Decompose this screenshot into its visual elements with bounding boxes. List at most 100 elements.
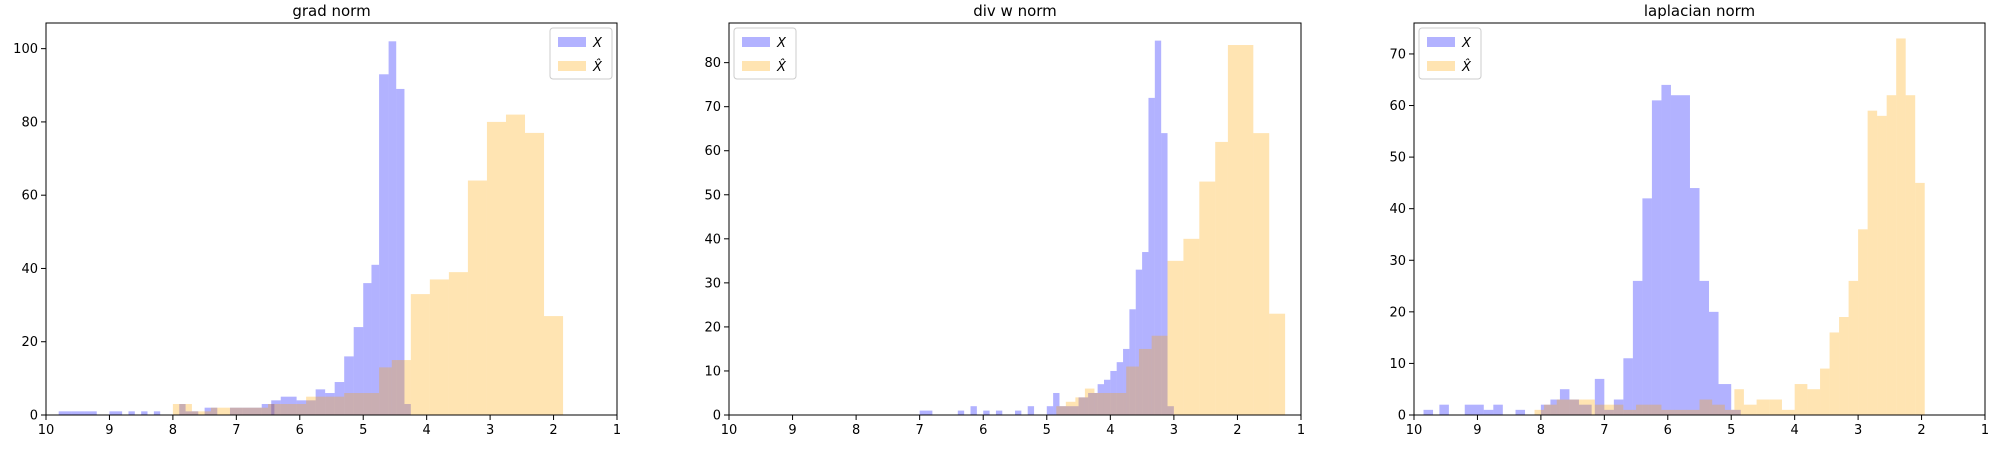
histogram-bar	[1661, 84, 1671, 415]
histogram-bar	[1896, 38, 1906, 415]
histogram-bar	[1148, 97, 1155, 415]
x-tick-label: 6	[1664, 423, 1672, 438]
histogram-bar	[1199, 181, 1216, 415]
histogram-bar	[1113, 392, 1127, 415]
histogram-bar	[1126, 366, 1139, 415]
histogram-bar	[1769, 399, 1782, 415]
histogram-bar	[1886, 95, 1897, 415]
histogram-bar	[1027, 406, 1035, 415]
histogram-bar	[268, 404, 288, 415]
histogram-bar	[1582, 399, 1595, 415]
y-tick-label: 20	[704, 320, 721, 335]
x-tick-label: 4	[1791, 423, 1799, 438]
x-tick-label: 4	[423, 423, 431, 438]
histogram-bar	[486, 121, 506, 415]
histogram-bar	[109, 411, 123, 415]
x-tick-label: 3	[486, 423, 494, 438]
histogram-bar	[544, 316, 564, 415]
histogram-bar	[1075, 397, 1085, 415]
histogram-bar	[1699, 280, 1710, 415]
legend-frame	[733, 27, 797, 80]
histogram-bar	[1607, 404, 1624, 415]
histogram-bar	[1116, 362, 1124, 415]
histogram-bar	[379, 367, 392, 415]
histogram-bar	[1423, 409, 1434, 415]
histogram-bar	[1781, 409, 1795, 415]
histogram-bar	[1661, 409, 1675, 415]
histogram-bar	[391, 360, 411, 415]
histogram-bar	[1915, 182, 1925, 415]
chart-title: grad norm	[292, 2, 370, 20]
histogram-bar	[242, 407, 262, 415]
histogram-bar	[1534, 409, 1545, 415]
histogram-bar	[1829, 332, 1840, 415]
histogram-bar	[344, 356, 354, 415]
histogram-bar	[261, 404, 275, 415]
histogram-bar	[296, 400, 316, 415]
histogram-bar	[1594, 404, 1608, 415]
histogram-bar	[271, 400, 281, 415]
histogram-bar	[344, 393, 364, 415]
y-tick-label: 10	[704, 364, 721, 379]
x-tick-label: 7	[916, 423, 924, 438]
x-tick-label: 2	[549, 423, 557, 438]
y-tick-label: 60	[21, 189, 38, 204]
histogram-bar	[325, 396, 345, 415]
histogram-bar	[1069, 406, 1079, 415]
histogram-bar	[1059, 406, 1070, 415]
histogram-bar	[353, 327, 364, 415]
y-tick-label: 50	[1389, 151, 1406, 166]
histogram-bar	[249, 407, 269, 415]
histogram-bar	[1056, 406, 1066, 415]
y-tick-label: 0	[713, 409, 721, 424]
histogram-bar	[1088, 392, 1098, 415]
histogram-bar	[287, 404, 307, 415]
histogram-bar	[1820, 368, 1830, 415]
legend-label: X	[776, 36, 787, 51]
histogram-bar	[1680, 95, 1690, 415]
histogram-bar	[1877, 115, 1887, 415]
histogram-bar	[926, 410, 933, 415]
histogram-bar	[1464, 404, 1484, 415]
histogram-bar	[1053, 392, 1060, 415]
histogram-bar	[1550, 399, 1560, 415]
histogram-bar	[153, 411, 161, 415]
histogram-bar	[1642, 198, 1652, 415]
legend-swatch	[742, 61, 770, 71]
histogram-bar	[191, 411, 211, 415]
histogram-bar	[1848, 280, 1859, 415]
x-tick-label: 7	[1600, 423, 1608, 438]
histogram-bar	[1632, 280, 1643, 415]
histogram-bar	[1084, 388, 1095, 415]
legend-label: X	[1461, 36, 1472, 51]
series-x	[919, 40, 1174, 415]
histogram-bar	[1183, 238, 1200, 415]
histogram-bar	[1905, 95, 1916, 415]
histogram-bar	[448, 272, 468, 415]
histogram-bar	[1569, 399, 1579, 415]
histogram-bar	[404, 404, 411, 415]
histogram-bar	[1078, 397, 1089, 415]
histogram-bar	[1734, 389, 1744, 415]
legend-label: X̂	[592, 60, 603, 75]
histogram-bar	[71, 411, 85, 415]
x-tick-label: 4	[1106, 423, 1114, 438]
histogram-bar	[1123, 348, 1130, 415]
y-tick-label: 70	[1389, 47, 1406, 62]
y-tick-label: 40	[704, 232, 721, 247]
histogram-bar	[1215, 141, 1228, 415]
histogram-bar	[1110, 370, 1117, 415]
legend-label: X̂	[776, 60, 787, 75]
y-tick-label: 50	[704, 188, 721, 203]
histogram-bar	[229, 407, 243, 415]
legend-swatch	[1427, 37, 1455, 47]
histogram-bar	[957, 410, 965, 415]
series-x-hat	[1534, 38, 1925, 415]
y-tick-label: 40	[21, 262, 38, 277]
x-tick-label: 6	[296, 423, 304, 438]
histogram-bar	[1756, 399, 1770, 415]
bars	[58, 41, 564, 415]
chart-title: div w norm	[973, 2, 1057, 20]
